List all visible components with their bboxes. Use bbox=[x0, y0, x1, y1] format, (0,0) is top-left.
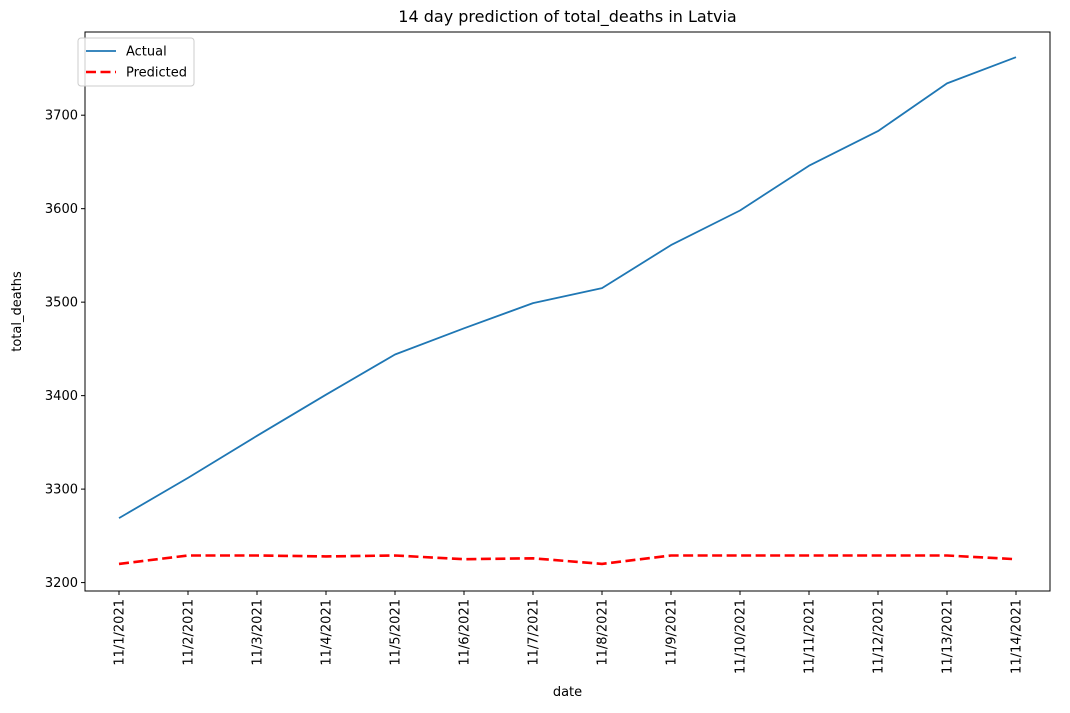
y-tick-label: 3200 bbox=[45, 576, 78, 591]
x-tick-label: 11/6/2021 bbox=[458, 599, 473, 666]
x-tick-label: 11/5/2021 bbox=[389, 599, 404, 666]
legend-box bbox=[77, 37, 195, 87]
x-tick-label: 11/7/2021 bbox=[527, 599, 542, 666]
x-tick-label: 11/12/2021 bbox=[872, 599, 887, 674]
legend: Actual Predicted bbox=[77, 37, 195, 87]
series-line-predicted bbox=[118, 554, 1017, 566]
x-tick-label: 11/3/2021 bbox=[251, 599, 266, 666]
legend-label-predicted: Predicted bbox=[126, 66, 187, 81]
x-tick-label: 11/10/2021 bbox=[734, 599, 749, 674]
x-tick-label: 11/2/2021 bbox=[182, 599, 197, 666]
y-tick-label: 3500 bbox=[45, 296, 78, 311]
x-tick-label: 11/8/2021 bbox=[596, 599, 611, 666]
axis-ticks: 3200 3300 3400 3500 3600 3700 11/1/2021 11/2/20… bbox=[45, 109, 1025, 674]
x-tick-label: 11/4/2021 bbox=[320, 599, 335, 666]
x-tick-label: 11/13/2021 bbox=[941, 599, 956, 674]
plot-frame bbox=[84, 31, 1051, 592]
y-axis-label: total_deaths bbox=[10, 271, 25, 352]
plot-lines bbox=[118, 56, 1017, 566]
x-tick-label: 11/14/2021 bbox=[1010, 599, 1025, 674]
chart-title: 14 day prediction of total_deaths in Lat… bbox=[398, 7, 736, 27]
legend-label-actual: Actual bbox=[126, 45, 167, 60]
x-axis-label: date bbox=[553, 685, 582, 700]
y-tick-label: 3700 bbox=[45, 109, 78, 124]
series-line-actual bbox=[118, 56, 1017, 519]
y-tick-label: 3400 bbox=[45, 389, 78, 404]
x-tick-label: 11/1/2021 bbox=[113, 599, 128, 666]
y-tick-label: 3300 bbox=[45, 483, 78, 498]
y-tick-label: 3600 bbox=[45, 202, 78, 217]
x-tick-label: 11/9/2021 bbox=[665, 599, 680, 666]
x-tick-label: 11/11/2021 bbox=[803, 599, 818, 674]
